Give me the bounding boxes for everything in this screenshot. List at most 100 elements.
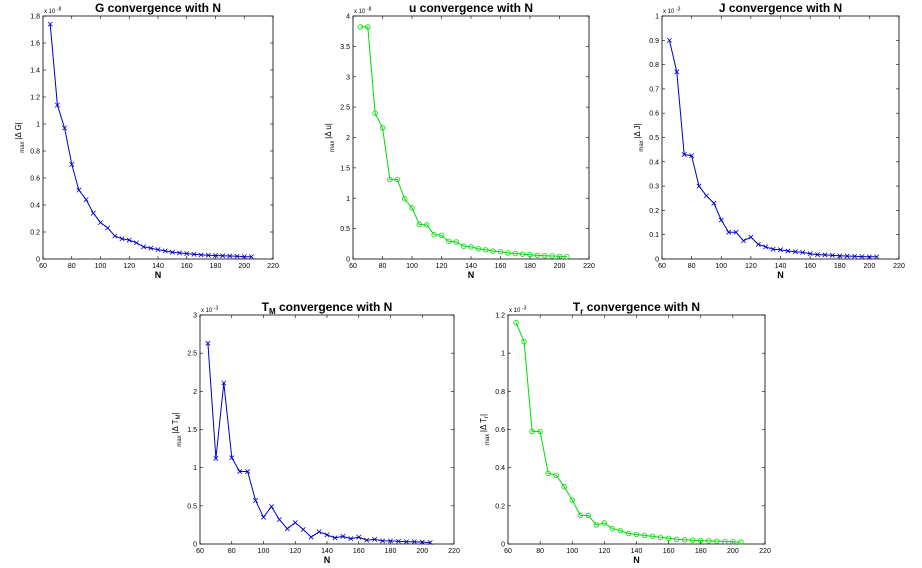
- y-tick-label: 0.3: [649, 184, 659, 191]
- data-point: [276, 517, 282, 523]
- series-line: [515, 322, 741, 543]
- data-point: [722, 538, 728, 545]
- data-point: [357, 24, 364, 30]
- data-point: [542, 252, 548, 259]
- data-point: [564, 253, 570, 260]
- y-axis-label: max |Δ u|: [324, 123, 336, 152]
- data-point: [740, 238, 746, 244]
- data-point: [248, 254, 254, 260]
- data-point: [785, 248, 791, 254]
- data-point: [673, 536, 680, 542]
- data-point: [778, 247, 783, 253]
- x-axis-label: N: [324, 555, 331, 565]
- axis-exponent: x 10 -3: [509, 306, 527, 315]
- axis-exponent: x 10 -8: [354, 7, 372, 16]
- data-point: [527, 252, 533, 258]
- y-tick-label: 0.7: [649, 86, 659, 93]
- data-point: [198, 252, 204, 258]
- data-point: [807, 251, 813, 257]
- x-tick-label: 60: [504, 548, 512, 555]
- data-point: [141, 244, 147, 250]
- data-point: [665, 535, 672, 541]
- x-tick-label: 80: [68, 263, 76, 270]
- data-point: [356, 534, 362, 540]
- data-point: [388, 538, 393, 544]
- data-point: [372, 110, 378, 116]
- data-point: [460, 243, 467, 249]
- y-tick-label: 2.5: [340, 105, 350, 112]
- data-point: [227, 253, 233, 259]
- data-point: [69, 162, 75, 167]
- x-tick-label: 220: [759, 548, 771, 555]
- data-point: [690, 537, 696, 543]
- y-tick-label: 1.4: [30, 68, 40, 75]
- data-point: [380, 538, 386, 544]
- data-point: [453, 239, 459, 245]
- data-point: [316, 529, 322, 535]
- y-tick-label: 1.6: [30, 41, 40, 48]
- data-point: [220, 253, 226, 259]
- chart-panel: 60 80 100 120 140 160 180 200 220 0 0.5 1 1.5 2 2.5 3 3.…: [324, 1, 595, 280]
- y-tick-label: 2.5: [187, 351, 197, 358]
- data-point: [657, 534, 664, 541]
- data-point: [379, 125, 386, 131]
- data-point: [859, 254, 865, 260]
- data-point: [674, 69, 680, 75]
- data-point: [54, 102, 60, 108]
- data-point: [711, 200, 717, 206]
- y-tick-label: 1: [655, 14, 659, 21]
- data-point: [213, 253, 218, 258]
- y-axis-label: max |Δ Tr|: [479, 414, 491, 445]
- data-point: [284, 526, 290, 532]
- y-axis-label: max |Δ J|: [633, 123, 645, 151]
- y-tick-label: 1: [346, 196, 350, 203]
- data-point: [497, 249, 504, 255]
- x-tick-label: 160: [663, 548, 675, 555]
- data-point: [105, 225, 111, 231]
- data-point: [205, 340, 211, 346]
- data-point: [119, 236, 125, 242]
- x-tick-label: 140: [465, 263, 477, 270]
- chart-title: J convergence with N: [719, 1, 842, 15]
- data-point: [419, 539, 425, 545]
- x-axis-label: N: [777, 270, 784, 280]
- data-point: [505, 250, 511, 256]
- data-point: [874, 254, 880, 260]
- data-point: [324, 532, 330, 538]
- data-point: [205, 252, 211, 258]
- data-point: [427, 539, 433, 545]
- chart-panel: 60 80 100 120 140 160 180 200 220 0 0.2 0.4 0.6 0.8 1 1…: [14, 1, 279, 280]
- y-tick-label: 1.2: [30, 95, 40, 102]
- data-point: [641, 532, 648, 539]
- y-tick-label: 1: [36, 122, 40, 129]
- data-point: [387, 176, 393, 183]
- data-point: [126, 237, 132, 243]
- data-point: [364, 537, 370, 543]
- x-tick-label: 120: [745, 263, 757, 270]
- data-point: [395, 538, 401, 544]
- y-tick-label: 0.5: [649, 135, 659, 142]
- data-point: [213, 456, 219, 461]
- data-point: [666, 37, 672, 43]
- x-tick-label: 200: [864, 263, 876, 270]
- data-point: [98, 220, 103, 226]
- data-point: [545, 470, 551, 477]
- data-point: [866, 254, 872, 260]
- x-tick-label: 160: [353, 548, 365, 555]
- chart-panel: 60 80 100 120 140 160 180 200 220 0 0.1 0.2 0.3 0.4 0.…: [633, 1, 905, 280]
- x-tick-label: 60: [349, 263, 357, 270]
- x-tick-label: 60: [658, 263, 666, 270]
- data-point: [234, 253, 240, 259]
- data-point: [755, 241, 761, 247]
- data-point: [268, 504, 274, 510]
- data-point: [714, 538, 720, 544]
- data-point: [133, 240, 139, 246]
- x-tick-label: 120: [123, 263, 135, 270]
- data-point: [585, 512, 592, 519]
- data-point: [245, 469, 251, 474]
- x-tick-label: 220: [893, 263, 905, 270]
- data-point: [519, 251, 526, 257]
- data-point: [512, 250, 518, 257]
- x-tick-label: 180: [524, 263, 536, 270]
- data-point: [191, 251, 197, 257]
